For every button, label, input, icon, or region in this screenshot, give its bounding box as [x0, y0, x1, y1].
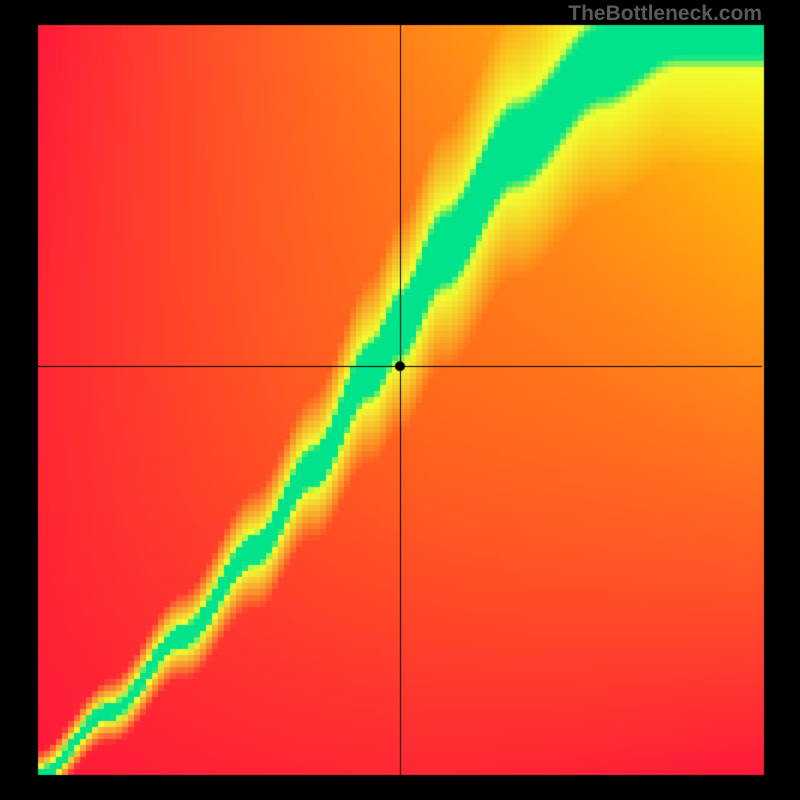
bottleneck-heatmap: [0, 0, 800, 800]
